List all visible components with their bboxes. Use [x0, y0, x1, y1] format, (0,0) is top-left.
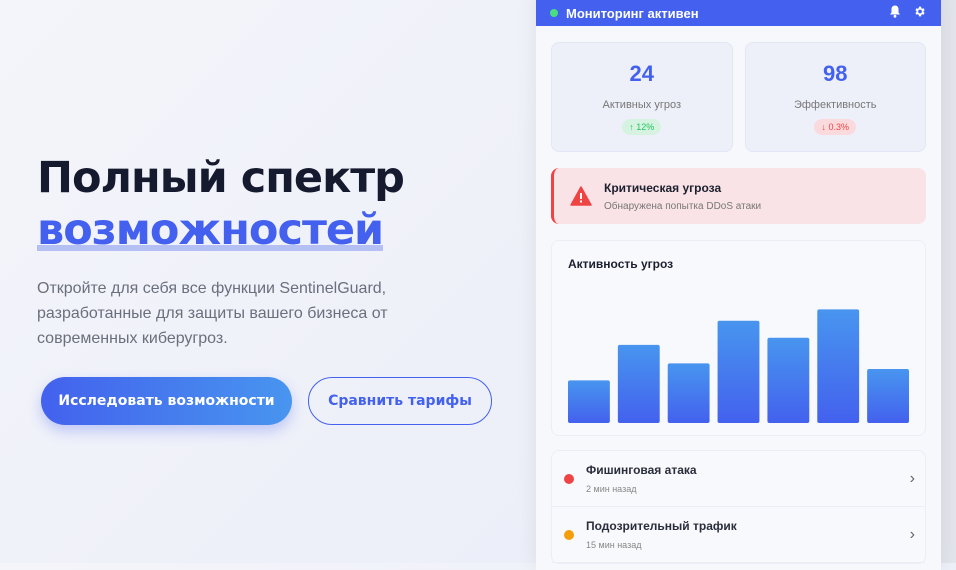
- stat-card-active-threats: 24 Активных угроз ↑ 12%: [551, 42, 733, 152]
- chevron-right-icon: ›: [909, 525, 915, 543]
- change-badge: ↓ 0.3%: [814, 119, 857, 135]
- chart-bar: [717, 320, 760, 423]
- chart-bar: [867, 369, 909, 423]
- list-item[interactable]: Фишинговая атака 2 мин назад ›: [552, 451, 925, 507]
- severity-dot: [564, 529, 574, 540]
- explore-features-button[interactable]: Исследовать возможности: [41, 377, 292, 425]
- hero-title: Полный спектр возможностей: [37, 152, 517, 256]
- panel-title: Мониторинг активен: [566, 6, 699, 21]
- hero-section: Полный спектр возможностей Откройте для …: [37, 152, 517, 425]
- hero-title-accent: возможностей: [37, 205, 384, 255]
- stat-label: Активных угроз: [602, 99, 681, 111]
- warning-icon: [570, 186, 592, 206]
- chart-bar: [617, 344, 660, 423]
- change-badge: ↑ 12%: [622, 119, 662, 135]
- status-dot: [550, 9, 558, 17]
- chart-bar: [667, 363, 710, 423]
- event-time: 15 мин назад: [586, 540, 642, 550]
- chart-bar: [568, 380, 610, 423]
- stat-label: Эффективность: [793, 99, 877, 111]
- panel-header: Мониторинг активен: [536, 0, 941, 26]
- chart-title: Активность угроз: [568, 257, 674, 271]
- stat-value: 98: [823, 61, 848, 86]
- severity-dot: [564, 473, 574, 484]
- compare-plans-button[interactable]: Сравнить тарифы: [308, 377, 492, 425]
- arrow-up-icon: ↑: [629, 122, 637, 132]
- hero-description: Откройте для себя все функции SentinelGu…: [37, 280, 388, 347]
- chart-bar: [817, 309, 860, 423]
- list-item[interactable]: Подозрительный трафик 15 мин назад ›: [552, 507, 925, 563]
- arrow-down-icon: ↓: [821, 122, 829, 132]
- bell-icon[interactable]: [887, 5, 903, 21]
- stat-card-efficiency: 98 Эффективность ↓ 0.3%: [744, 42, 926, 152]
- stat-value: 24: [629, 61, 654, 86]
- monitoring-panel: Мониторинг активен 24 Активных угроз ↑ 1…: [536, 0, 941, 570]
- events-list: Фишинговая атака 2 мин назад › Подозрител…: [551, 450, 926, 564]
- event-title: Подозрительный трафик: [586, 519, 737, 533]
- event-title: Фишинговая атака: [586, 463, 697, 477]
- critical-alert[interactable]: Критическая угроза Обнаружена попытка DD…: [551, 168, 926, 224]
- event-time: 2 мин назад: [586, 484, 637, 494]
- hero-title-line1: Полный спектр: [37, 153, 405, 203]
- bar-chart: [568, 309, 909, 423]
- scrollbar-track[interactable]: [941, 0, 956, 563]
- chevron-right-icon: ›: [909, 469, 915, 487]
- threat-activity-chart: Активность угроз: [551, 240, 926, 436]
- alert-subtitle: Обнаружена попытка DDoS атаки: [604, 200, 762, 212]
- gear-icon[interactable]: [911, 5, 927, 21]
- alert-title: Критическая угроза: [604, 180, 722, 195]
- chart-bar: [767, 337, 810, 423]
